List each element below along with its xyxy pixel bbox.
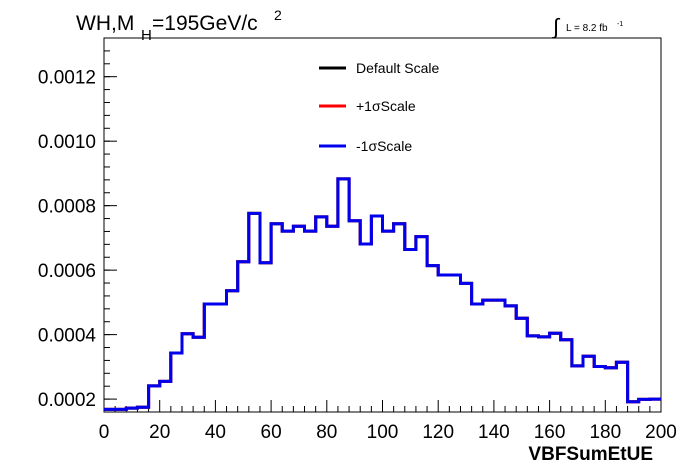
x-tick-label: 120 [422,422,454,443]
luminosity-label: ∫ L = 8.2 fb -1 [551,14,623,39]
legend: Default Scale +1σScale -1σScale [319,60,439,154]
x-tick-label: 100 [367,422,399,443]
y-tick-label: 0.0008 [38,197,96,218]
luminosity-superscript: -1 [617,21,623,28]
title-group: WH,M H =195GeV/c 2 [76,7,282,44]
x-axis-label: VBFSumEtUE [528,444,653,465]
y-tick-label: 0.0004 [38,326,97,347]
title-subscript: H [141,27,152,44]
luminosity-text: L = 8.2 fb [566,23,608,34]
axis-ticks: 0 20 40 60 80 100 120 140 160 180 200 0.0002 0.0004 0… [38,37,677,443]
legend-label: -1σScale [356,138,412,154]
x-tick-label: 20 [149,422,170,443]
legend-label: +1σScale [356,98,416,114]
legend-label: Default Scale [356,60,439,76]
series-line [104,177,661,411]
y-tick-label: 0.0006 [38,261,96,282]
title-main: WH,M [76,12,134,35]
x-tick-label: 60 [261,422,282,443]
title-rest: =195GeV/c [152,12,258,35]
y-tick-label: 0.0012 [38,68,96,89]
title-superscript: 2 [274,7,282,23]
x-tick-label: 80 [316,422,337,443]
x-tick-label: 140 [478,422,510,443]
x-tick-label: 160 [534,422,566,443]
x-tick-label: 180 [589,422,621,443]
integral-symbol: ∫ [551,14,561,39]
y-tick-label: 0.0010 [38,132,96,153]
series-line [104,177,661,411]
x-tick-label: 40 [205,422,226,443]
x-tick-label: 0 [99,422,110,443]
x-tick-label: 200 [645,422,677,443]
y-tick-label: 0.0002 [38,390,96,411]
series-line [104,177,661,411]
series-lines [104,177,661,411]
